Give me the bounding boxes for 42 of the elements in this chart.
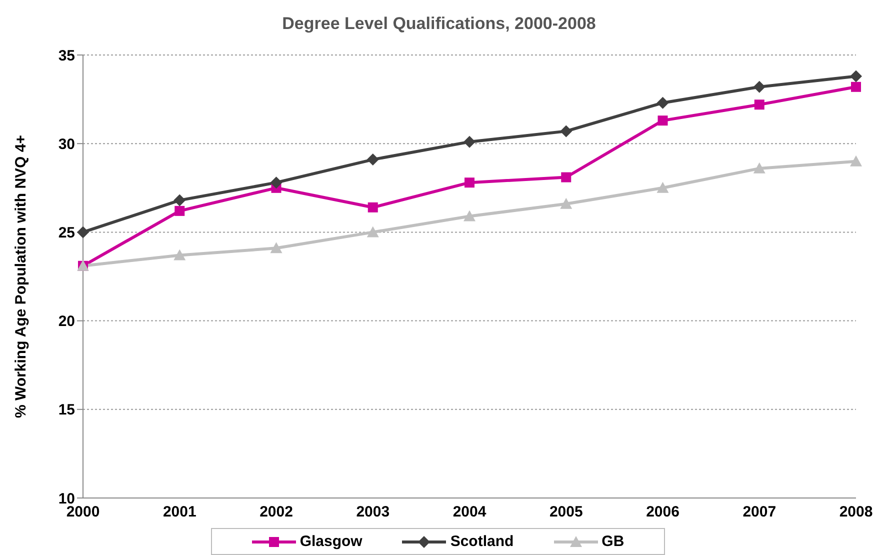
point xyxy=(850,70,862,82)
x-tick-label: 2006 xyxy=(646,504,680,521)
point xyxy=(174,194,186,206)
y-tick-label: 30 xyxy=(58,136,75,153)
legend-label: GB xyxy=(602,533,624,550)
point xyxy=(77,226,89,238)
point xyxy=(174,206,185,216)
legend-label: Glasgow xyxy=(300,533,362,550)
point xyxy=(850,155,862,166)
point xyxy=(366,226,379,238)
point xyxy=(560,125,572,138)
y-tick-label: 20 xyxy=(58,313,75,330)
point xyxy=(464,136,476,148)
y-tick-label: 25 xyxy=(58,224,75,242)
point xyxy=(753,162,766,174)
point xyxy=(464,178,474,188)
x-tick-label: 2003 xyxy=(356,504,390,521)
point xyxy=(851,82,861,92)
x-tick-label: 2004 xyxy=(452,504,487,521)
x-tick-label: 2008 xyxy=(839,504,873,521)
point xyxy=(658,116,668,126)
y-tick-label: 35 xyxy=(58,47,75,64)
legend-label: Scotland xyxy=(450,533,514,550)
x-tick-label: 2001 xyxy=(162,504,196,521)
point xyxy=(270,242,282,254)
point xyxy=(753,80,766,93)
point xyxy=(754,100,764,110)
y-axis-title: % Working Age Population with NVQ 4+ xyxy=(12,134,30,418)
x-tick-label: 2002 xyxy=(260,504,293,521)
point xyxy=(366,154,379,166)
point xyxy=(270,176,282,189)
point xyxy=(560,198,572,209)
point xyxy=(656,182,669,193)
point xyxy=(174,249,186,260)
point xyxy=(656,96,669,109)
point xyxy=(368,202,378,212)
point xyxy=(561,172,572,182)
y-tick-label: 15 xyxy=(58,402,75,419)
chart-title: Degree Level Qualifications, 2000-2008 xyxy=(281,14,597,34)
point xyxy=(464,210,476,222)
x-tick-label: 2007 xyxy=(742,504,776,521)
x-tick-label: 2005 xyxy=(549,504,583,521)
